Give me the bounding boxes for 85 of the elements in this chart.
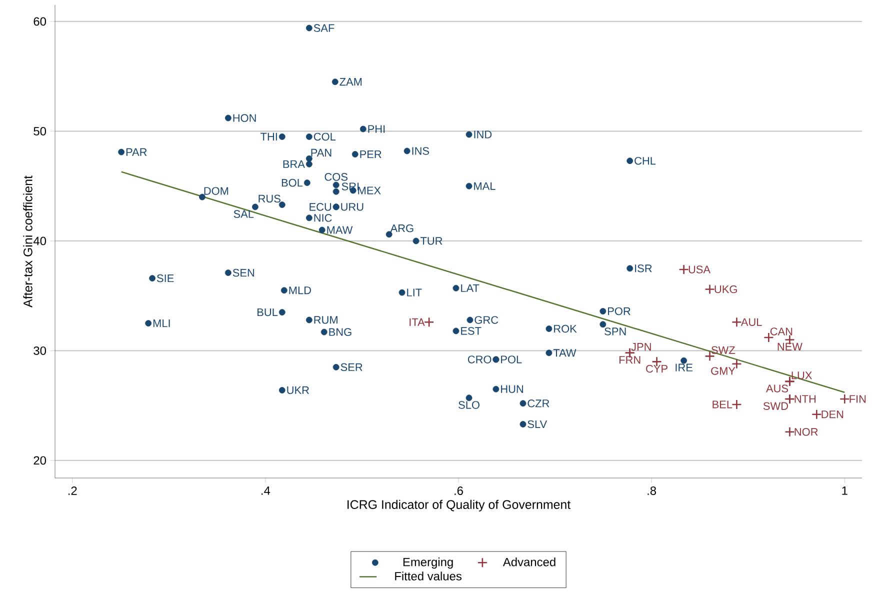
y-axis-title: After-tax Gini coefficient — [23, 176, 32, 308]
data-label: USA — [688, 266, 711, 274]
data-label: POL — [501, 356, 522, 364]
data-label: BEL — [712, 400, 732, 408]
data-label: MLI — [153, 319, 170, 328]
data-label: IND — [474, 130, 492, 138]
data-label: TAW — [553, 349, 576, 357]
data-label: CZR — [528, 400, 550, 408]
y-tick-label: 60 — [34, 17, 46, 26]
data-label: MAW — [327, 226, 353, 234]
data-label: MEX — [358, 186, 381, 194]
data-label: ISR — [635, 264, 652, 272]
data-label: MAL — [474, 182, 496, 190]
data-label: NTH — [794, 395, 816, 403]
data-label: HUN — [501, 385, 523, 393]
y-tick-label: 40 — [33, 236, 46, 246]
x-tick-label: .4 — [262, 486, 270, 495]
data-label: ZAM — [340, 78, 362, 86]
y-tick-label: 30 — [34, 346, 46, 355]
data-label: SWD — [763, 402, 788, 410]
data-label: RUS — [258, 194, 280, 203]
data-label: DEN — [822, 410, 844, 418]
data-label: EST — [461, 327, 482, 335]
data-label: SIE — [157, 274, 174, 282]
data-label: ITA — [410, 318, 425, 326]
data-label: GRC — [474, 316, 498, 324]
data-label: ARG — [390, 224, 414, 232]
data-label: JPN — [631, 343, 651, 351]
data-label: RUM — [314, 316, 338, 324]
data-label: SLO — [458, 401, 480, 409]
data-label: BNG — [329, 328, 352, 336]
data-label: PER — [360, 150, 382, 158]
data-label: SAF — [314, 24, 334, 32]
data-label: LIT — [407, 288, 422, 296]
data-label: CAN — [770, 328, 792, 336]
data-label: BOL — [282, 178, 303, 187]
data-label: SER — [340, 363, 362, 372]
data-label: PAN — [311, 148, 332, 156]
data-label: SEN — [232, 268, 254, 277]
data-label: SWZ — [711, 346, 735, 354]
data-label: SPN — [604, 328, 626, 336]
x-tick-label: .6 — [454, 486, 463, 495]
data-label: AUL — [740, 318, 762, 326]
data-label: COL — [314, 132, 336, 141]
data-label: NOR — [794, 428, 818, 436]
data-label: UKR — [287, 386, 309, 394]
data-label: AUS — [766, 384, 788, 392]
data-label: PAR — [126, 148, 147, 156]
legend-label: Emerging — [403, 558, 453, 569]
data-label: ECU — [310, 203, 332, 211]
data-label: CYP — [646, 364, 668, 373]
data-label: INS — [412, 147, 430, 155]
data-label: PHI — [368, 125, 385, 133]
data-label: NIC — [314, 214, 332, 222]
x-tick-label: 1 — [842, 486, 848, 495]
data-label: BUL — [258, 308, 278, 316]
data-label: DOM — [204, 187, 228, 195]
data-label: NEW — [778, 342, 802, 350]
data-label: POR — [608, 307, 630, 316]
data-label: IRE — [676, 364, 692, 372]
data-label: UKG — [714, 285, 737, 294]
data-label: TUR — [420, 237, 442, 245]
data-label: ROK — [554, 324, 577, 333]
x-axis-title: ICRG Indicator of Quality of Government — [348, 500, 571, 512]
x-tick-label: .2 — [68, 486, 77, 495]
data-label: BRA — [283, 160, 305, 168]
x-tick-label: .8 — [648, 486, 656, 495]
data-label: MLD — [289, 286, 311, 294]
data-label: SLV — [528, 420, 548, 428]
data-label: LAT — [461, 284, 480, 292]
data-label: FRN — [619, 356, 640, 364]
data-label: COS — [324, 173, 348, 181]
data-label: URU — [341, 203, 364, 211]
data-label: CRO — [468, 356, 492, 364]
data-label: GMY — [711, 367, 736, 375]
data-label: SAL — [234, 210, 254, 218]
data-label: LUX — [792, 372, 812, 380]
legend-label: Advanced — [502, 558, 556, 566]
y-tick-label: 50 — [34, 126, 46, 136]
legend-label: Fitted values — [395, 572, 462, 580]
data-label: CHL — [634, 156, 656, 165]
data-label: HON — [233, 114, 256, 122]
data-label: THI — [260, 132, 277, 140]
data-label: FIN — [850, 395, 866, 403]
y-tick-label: 20 — [34, 456, 46, 465]
